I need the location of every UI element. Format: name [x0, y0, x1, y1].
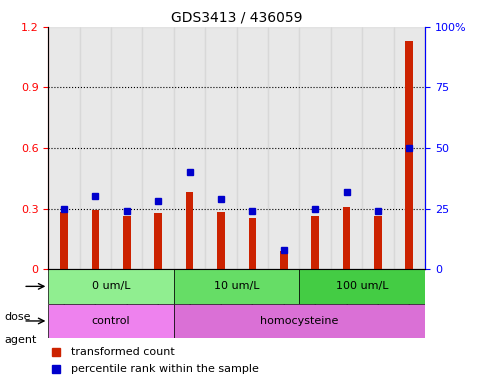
Bar [60, 212, 68, 269]
Bar [280, 251, 287, 269]
Bar [174, 27, 205, 269]
Bar [299, 27, 331, 269]
Bar [249, 218, 256, 269]
Bar [312, 215, 319, 269]
FancyBboxPatch shape [174, 304, 425, 338]
Bar [205, 27, 237, 269]
FancyBboxPatch shape [48, 304, 174, 338]
Text: control: control [92, 316, 130, 326]
Bar [155, 213, 162, 269]
Text: percentile rank within the sample: percentile rank within the sample [71, 364, 259, 374]
Text: agent: agent [5, 335, 37, 345]
Bar [142, 27, 174, 269]
Bar [237, 27, 268, 269]
FancyBboxPatch shape [48, 269, 174, 304]
Text: 100 um/L: 100 um/L [336, 281, 388, 291]
Bar [123, 215, 130, 269]
Bar [186, 192, 193, 269]
Bar [343, 207, 350, 269]
Bar [362, 27, 394, 269]
FancyBboxPatch shape [299, 269, 425, 304]
Bar [374, 215, 382, 269]
Bar [80, 27, 111, 269]
Title: GDS3413 / 436059: GDS3413 / 436059 [171, 10, 302, 24]
Bar [217, 212, 225, 269]
FancyBboxPatch shape [174, 269, 299, 304]
Bar [331, 27, 362, 269]
Text: 10 um/L: 10 um/L [214, 281, 259, 291]
Bar [406, 41, 413, 269]
Text: dose: dose [5, 312, 31, 322]
Bar [268, 27, 299, 269]
Bar [48, 27, 80, 269]
Text: transformed count: transformed count [71, 347, 175, 357]
Bar [394, 27, 425, 269]
Bar [111, 27, 142, 269]
Bar [92, 210, 99, 269]
Text: homocysteine: homocysteine [260, 316, 339, 326]
Text: 0 um/L: 0 um/L [92, 281, 130, 291]
